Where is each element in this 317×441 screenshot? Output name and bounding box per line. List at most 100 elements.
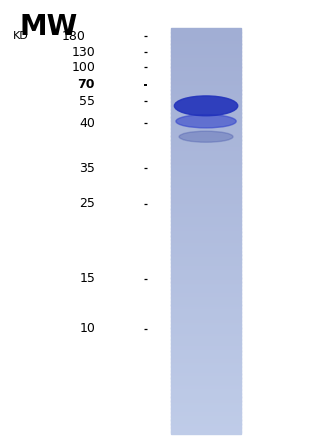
Bar	[171, 45, 241, 46]
Bar	[171, 143, 241, 145]
Bar	[171, 161, 241, 163]
Bar	[171, 346, 241, 348]
Bar	[171, 75, 241, 77]
Bar	[171, 132, 241, 134]
Bar	[171, 353, 241, 355]
Bar	[171, 315, 241, 317]
Bar	[171, 120, 241, 122]
Bar	[171, 35, 241, 37]
Bar	[171, 245, 241, 247]
Bar	[171, 276, 241, 277]
Bar	[171, 32, 241, 34]
Bar	[171, 147, 241, 149]
Bar	[171, 247, 241, 249]
Bar	[171, 412, 241, 414]
Bar	[171, 216, 241, 218]
Bar	[171, 422, 241, 423]
Bar	[171, 357, 241, 359]
Bar	[171, 203, 241, 205]
Bar	[171, 158, 241, 160]
Bar	[171, 427, 241, 429]
Bar	[171, 365, 241, 367]
Bar	[171, 131, 241, 133]
Bar	[171, 296, 241, 298]
Bar	[171, 189, 241, 191]
Bar	[171, 130, 241, 131]
Bar	[171, 277, 241, 279]
Bar	[171, 107, 241, 108]
Bar	[171, 78, 241, 80]
Bar	[171, 209, 241, 211]
Bar	[171, 153, 241, 154]
Bar	[171, 401, 241, 403]
Bar	[171, 329, 241, 330]
Bar	[171, 345, 241, 347]
Bar	[171, 288, 241, 290]
Bar	[171, 234, 241, 235]
Text: 35: 35	[79, 162, 95, 175]
Bar	[171, 273, 241, 275]
Bar	[171, 115, 241, 116]
Bar	[171, 134, 241, 135]
Bar	[171, 230, 241, 232]
Bar	[171, 336, 241, 338]
Bar	[171, 425, 241, 426]
Bar	[171, 325, 241, 326]
Bar	[171, 397, 241, 399]
Bar	[171, 80, 241, 82]
Bar	[171, 123, 241, 125]
Bar	[171, 311, 241, 313]
Bar	[171, 172, 241, 173]
Bar	[171, 319, 241, 321]
Bar	[171, 257, 241, 258]
Bar	[171, 354, 241, 356]
Bar	[171, 100, 241, 102]
Bar	[171, 111, 241, 112]
Bar	[171, 92, 241, 93]
Bar	[171, 415, 241, 417]
Bar	[171, 71, 241, 73]
Bar	[171, 344, 241, 345]
Bar	[171, 430, 241, 432]
Bar	[171, 380, 241, 381]
Bar	[171, 97, 241, 99]
Bar	[171, 249, 241, 250]
Bar	[171, 403, 241, 405]
Bar	[171, 54, 241, 56]
Bar	[171, 61, 241, 63]
Bar	[171, 269, 241, 271]
Bar	[171, 240, 241, 243]
Bar	[171, 108, 241, 110]
Bar	[171, 359, 241, 361]
Bar	[171, 283, 241, 284]
Bar	[171, 104, 241, 106]
Bar	[171, 150, 241, 152]
Bar	[171, 96, 241, 97]
Bar	[171, 254, 241, 256]
Bar	[171, 243, 241, 245]
Bar	[171, 222, 241, 224]
Bar	[171, 274, 241, 276]
Bar	[171, 280, 241, 281]
Bar	[171, 98, 241, 101]
Bar	[171, 69, 241, 71]
Bar	[171, 185, 241, 187]
Bar	[171, 90, 241, 92]
Bar	[171, 200, 241, 202]
Bar	[171, 264, 241, 265]
Text: 10: 10	[79, 322, 95, 335]
Bar	[171, 372, 241, 374]
Bar	[171, 385, 241, 387]
Bar	[171, 164, 241, 165]
Bar	[171, 342, 241, 344]
Bar	[171, 246, 241, 248]
Bar	[171, 184, 241, 186]
Bar	[171, 381, 241, 383]
Bar	[171, 191, 241, 192]
Bar	[171, 174, 241, 176]
Bar	[171, 265, 241, 267]
Bar	[171, 419, 241, 421]
Bar	[171, 93, 241, 95]
Bar	[171, 310, 241, 311]
Bar	[171, 396, 241, 398]
